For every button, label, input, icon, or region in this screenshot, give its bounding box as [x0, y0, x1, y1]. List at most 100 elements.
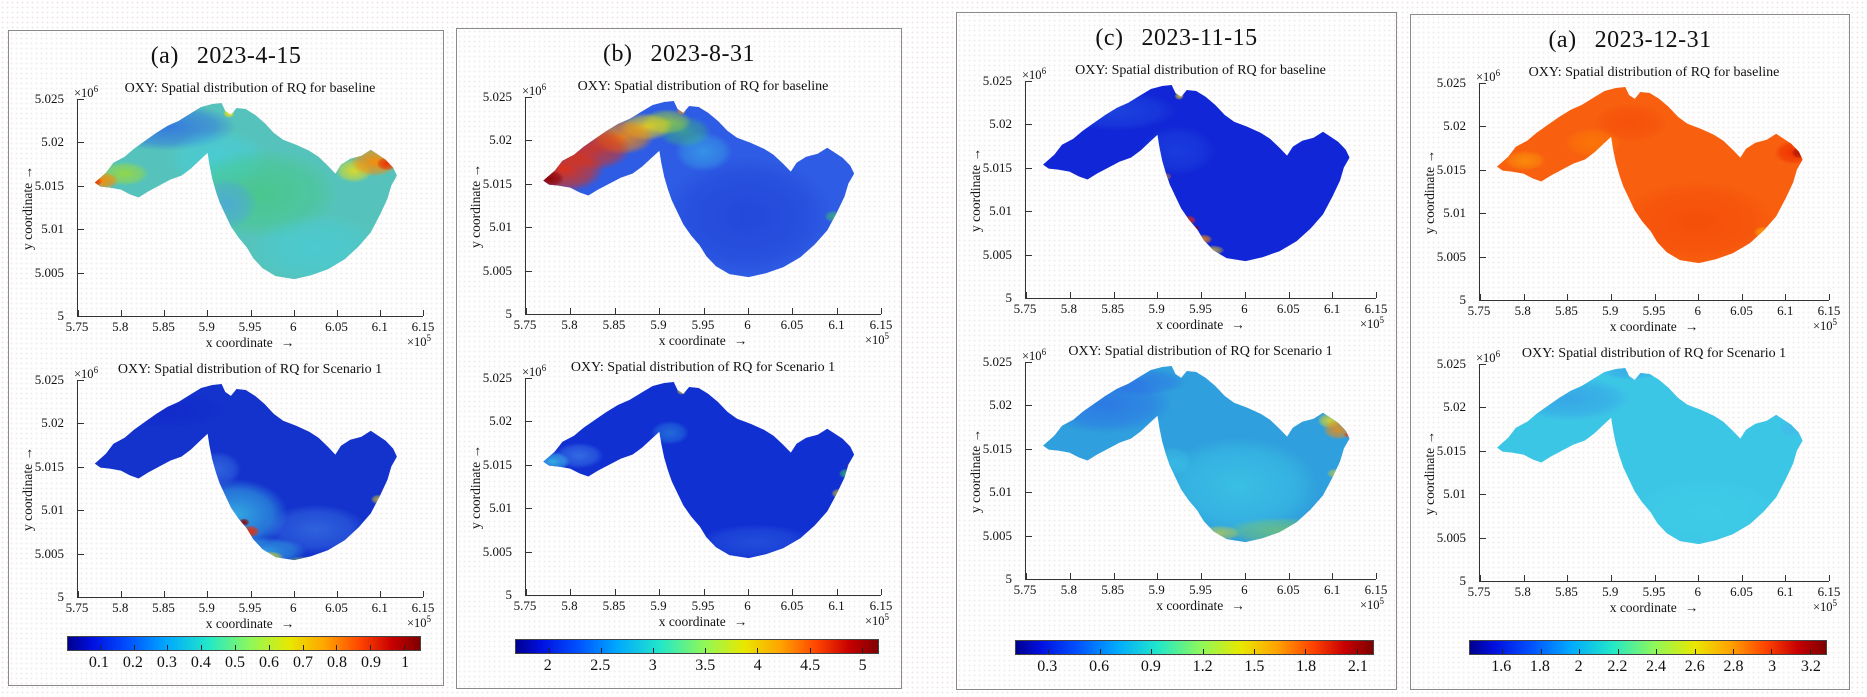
cb-tick-label: 0.4	[190, 654, 211, 671]
cb-tick-label: 2.4	[1646, 658, 1667, 675]
x-axis-tick-mark	[1026, 573, 1027, 579]
y-axis-tick-mark	[1480, 450, 1486, 452]
y-scale-factor: ×106	[522, 363, 547, 380]
cb-axis-tick-mark	[1579, 649, 1581, 654]
plot-area: ×106 5.025 5.02 5.015 5.01 5.005 5 y coordina…	[20, 84, 424, 323]
up-arrow-icon: →	[1422, 149, 1437, 164]
x-tick-label: 5.85	[1555, 303, 1578, 318]
y-axis-tick-mark	[78, 597, 84, 598]
x-axis-tick-mark	[1567, 294, 1569, 300]
plot-area: ×106 5.025 5.02 5.015 5.01 5.005 5 y coordina…	[968, 66, 1377, 305]
cb-tick-label: 0.5	[224, 654, 245, 671]
x-axis-tick-mark	[293, 310, 295, 316]
up-arrow-icon: →	[468, 163, 483, 178]
cb-axis-tick-mark	[1356, 649, 1358, 654]
cb-axis-tick-mark	[404, 645, 406, 650]
x-axis-tick-mark	[1157, 292, 1159, 298]
lake-map-scenario	[543, 381, 855, 559]
y-axis-tick-mark	[78, 272, 84, 274]
x-axis-tick-mark	[1288, 292, 1290, 298]
x-axis-tick-mark	[1741, 294, 1743, 300]
cb-tick-label: 0.9	[361, 654, 382, 671]
y-tick-label: 5.015	[982, 159, 1012, 175]
right-arrow-icon: →	[1231, 317, 1245, 332]
y-tick-label: 5.02	[1443, 118, 1466, 134]
cb-tick-label: 3	[648, 657, 657, 674]
x-axis-label: x coordinate	[205, 616, 273, 631]
x-axis-tick-mark	[526, 308, 527, 314]
y-tick-label: 5.005	[482, 262, 512, 278]
x-axis-tick-mark	[1288, 573, 1290, 579]
y-tick-label: 5.025	[482, 370, 512, 385]
x-axis-tick-mark	[881, 589, 882, 595]
right-arrow-icon: →	[280, 335, 295, 350]
x-tick-labels: 5.75 5.8 5.85 5.9 5.95 6 6.05 6.1 6.15	[1468, 301, 1841, 319]
y-tick-label: 5.025	[1436, 356, 1466, 371]
cb-axis-tick-mark	[1617, 649, 1619, 654]
panel-title: (b) 2023-8-31	[463, 33, 895, 75]
x-axis-tick-mark	[121, 591, 123, 597]
y-axis-tick-mark	[1480, 494, 1486, 496]
x-tick-label: 5.85	[1101, 582, 1125, 597]
x-tick-label: 5.9	[1148, 301, 1165, 316]
panel-date: 2023-4-15	[196, 43, 302, 69]
y-axis-label: y coordinate →	[968, 428, 983, 513]
cb-axis-tick-mark	[861, 648, 863, 653]
panel-date: 2023-12-31	[1594, 27, 1712, 53]
x-scale-factor: ×105	[406, 614, 431, 631]
x-axis-tick-mark	[614, 308, 616, 314]
lake-map-baseline	[94, 102, 397, 280]
x-tick-label: 6.15	[869, 317, 893, 332]
panel-date: 2023-11-15	[1141, 25, 1258, 51]
cb-axis-tick-mark	[1048, 649, 1050, 654]
y-axis-label: y coordinate →	[1422, 430, 1437, 515]
cb-tick-label: 1	[401, 654, 410, 671]
subplot-baseline: OXY: Spatial distribution of RQ for base…	[963, 61, 1390, 334]
subplot-baseline: OXY: Spatial distribution of RQ for base…	[15, 79, 437, 352]
x-axis-tick-mark	[1244, 573, 1246, 579]
x-axis-tick-mark	[250, 591, 252, 597]
x-tick-label: 5.8	[112, 319, 129, 334]
lake-map-baseline	[1043, 84, 1350, 262]
cb-axis-tick-mark	[1540, 649, 1542, 654]
y-tick-label: 5.01	[489, 500, 512, 516]
x-axis-tick-mark	[336, 310, 338, 316]
y-axis-label: y coordinate →	[20, 165, 35, 250]
y-axis-tick-mark	[1480, 256, 1486, 258]
y-axis-tick-mark	[526, 464, 532, 466]
cb-tick-label: 0.9	[1140, 658, 1161, 675]
panel-title: (a) 2023-12-31	[1417, 19, 1843, 61]
x-tick-label: 5.85	[1101, 301, 1125, 316]
y-tick-label: 5.01	[989, 484, 1012, 500]
x-scale-factor: ×105	[1359, 315, 1384, 332]
x-tick-label: 6.05	[1276, 301, 1300, 316]
y-axis-tick-mark	[526, 595, 532, 596]
y-axis-tick-mark	[1480, 364, 1486, 365]
y-tick-label: 5.005	[482, 543, 512, 559]
cb-axis-tick-mark	[757, 648, 759, 653]
subplot-title: OXY: Spatial distribution of RQ for base…	[577, 79, 829, 94]
y-scale-factor: ×106	[522, 82, 547, 99]
x-axis-tick-mark	[747, 308, 749, 314]
x-axis-tick-mark	[1785, 294, 1787, 300]
y-axis-tick-mark	[1026, 298, 1032, 299]
right-arrow-icon: →	[280, 616, 295, 631]
x-tick-label: 6	[1694, 303, 1702, 318]
cb-tick-label: 0.8	[327, 654, 348, 671]
y-tick-label: 5	[1005, 290, 1013, 305]
x-tick-labels: 5.75 5.8 5.85 5.9 5.95 6 6.05 6.1 6.15	[1014, 299, 1388, 317]
cb-tick-label: 0.6	[258, 654, 279, 671]
cb-axis-tick-mark	[268, 645, 270, 650]
x-tick-label: 5.95	[1642, 584, 1666, 599]
y-tick-label: 5	[505, 587, 513, 602]
x-tick-label: 6	[744, 317, 751, 332]
x-tick-label: 5.9	[650, 317, 667, 332]
x-axis-tick-mark	[207, 310, 209, 316]
plot-area: ×106 5.025 5.02 5.015 5.01 5.005 5 y coordina…	[468, 82, 882, 321]
x-axis-tick-mark	[1069, 573, 1071, 579]
x-axis-label-row: x coordinate → ×105	[1479, 598, 1837, 617]
cb-tick-label: 2.8	[1723, 658, 1744, 675]
y-tick-label: 5.015	[482, 175, 512, 191]
up-arrow-icon: →	[968, 147, 983, 162]
x-axis-tick-mark	[836, 308, 838, 314]
